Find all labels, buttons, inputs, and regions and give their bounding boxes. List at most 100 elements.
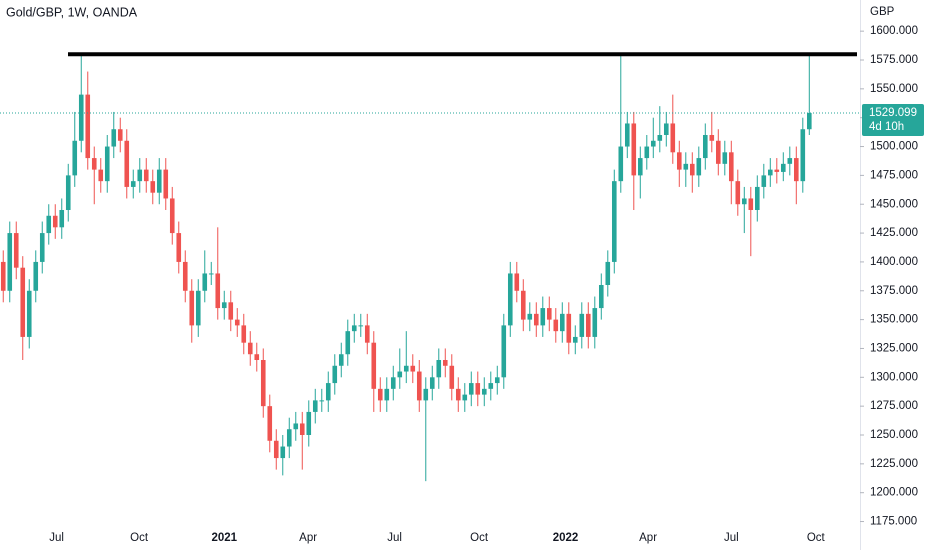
candle-body	[689, 163, 695, 176]
y-tick-label: 1475.000	[870, 169, 918, 181]
x-tick-label: 2021	[211, 532, 237, 544]
y-tick-label: 1575.000	[870, 54, 918, 66]
candle-body	[436, 360, 442, 378]
y-tick-label: 1350.000	[870, 314, 918, 326]
candle-body	[553, 319, 559, 332]
candle-body	[332, 365, 338, 384]
candle-body	[371, 342, 377, 389]
candle-body	[579, 313, 585, 337]
candle-body	[150, 181, 156, 193]
candle-body	[514, 273, 520, 291]
x-tick-label: Apr	[299, 532, 317, 544]
candle-body	[319, 400, 325, 402]
candle-body	[410, 365, 416, 372]
candle-body	[507, 273, 513, 326]
candle-body	[520, 290, 526, 320]
candle-body	[91, 158, 97, 170]
candle-body	[650, 140, 656, 147]
y-tick-label: 1425.000	[870, 227, 918, 239]
candle-body	[728, 152, 734, 182]
candle-body	[384, 388, 390, 401]
x-tick-label: Oct	[470, 532, 489, 544]
candle-body	[26, 290, 32, 337]
candle-body	[247, 342, 253, 355]
candle-body	[182, 261, 188, 291]
candle-body	[7, 233, 13, 291]
candle-body	[494, 377, 500, 384]
candle-body	[325, 383, 331, 401]
candle-body	[390, 377, 396, 389]
candle-body	[735, 181, 741, 205]
candle-body	[683, 163, 689, 170]
candle-body	[345, 331, 351, 355]
candle-body	[299, 423, 305, 435]
candle-body	[748, 198, 754, 210]
candle-body	[631, 123, 637, 176]
y-tick-label: 1375.000	[870, 285, 918, 297]
candle-body	[85, 94, 91, 159]
candle-body	[20, 267, 26, 337]
candle-body	[208, 273, 214, 275]
candle-body	[176, 233, 182, 262]
candle-body	[312, 400, 318, 412]
candle-body	[273, 440, 279, 459]
candle-body	[364, 325, 370, 343]
candle-body	[338, 354, 344, 366]
candle-body	[572, 336, 578, 343]
candle-body	[33, 261, 39, 291]
candle-body	[358, 325, 364, 327]
candle-body	[722, 152, 728, 164]
y-tick-label: 1300.000	[870, 371, 918, 383]
y-tick-label: 1200.000	[870, 487, 918, 499]
x-tick-label: Oct	[807, 532, 826, 544]
candle-body	[806, 112, 812, 130]
candle-body	[618, 146, 624, 182]
candle-body	[52, 215, 58, 228]
y-tick-label: 1225.000	[870, 458, 918, 470]
candle-body	[104, 146, 110, 182]
candle-body	[657, 135, 663, 141]
candle-body	[117, 129, 123, 141]
candle-body	[475, 383, 481, 395]
candle-body	[228, 302, 234, 320]
candle-body	[442, 360, 448, 366]
candle-body	[124, 140, 130, 187]
y-axis-label: GBP	[870, 6, 895, 18]
candle-body	[709, 135, 715, 141]
candle-body	[481, 388, 487, 395]
candle-body	[39, 233, 45, 262]
candle-body	[702, 135, 708, 159]
candle-body	[254, 354, 260, 360]
candle-body	[501, 325, 507, 378]
candle-body	[65, 175, 71, 210]
y-tick-label: 1600.000	[870, 25, 918, 37]
candle-body	[234, 319, 240, 326]
candle-body	[637, 158, 643, 176]
candle-body	[559, 313, 565, 332]
candle-body	[130, 181, 136, 187]
candle-body	[468, 383, 474, 395]
y-tick-label: 1450.000	[870, 198, 918, 210]
y-tick-label: 1250.000	[870, 429, 918, 441]
y-tick-label: 1325.000	[870, 342, 918, 354]
candle-body	[533, 313, 539, 326]
x-tick-label: Apr	[639, 532, 657, 544]
candle-body	[267, 406, 273, 441]
candle-body	[286, 429, 292, 447]
candle-body	[540, 308, 546, 326]
x-tick-label: 2022	[553, 532, 579, 544]
candle-body	[111, 129, 117, 147]
candle-body	[423, 388, 429, 401]
candle-body	[377, 388, 383, 401]
candle-body	[72, 140, 78, 176]
y-tick-label: 1275.000	[870, 400, 918, 412]
candle-body	[98, 169, 104, 182]
candle-body	[670, 123, 676, 153]
candle-body	[793, 158, 799, 182]
candle-body	[592, 308, 598, 337]
candle-body	[0, 261, 6, 291]
countdown-label: 4d 10h	[869, 121, 904, 133]
candle-body	[546, 308, 552, 320]
